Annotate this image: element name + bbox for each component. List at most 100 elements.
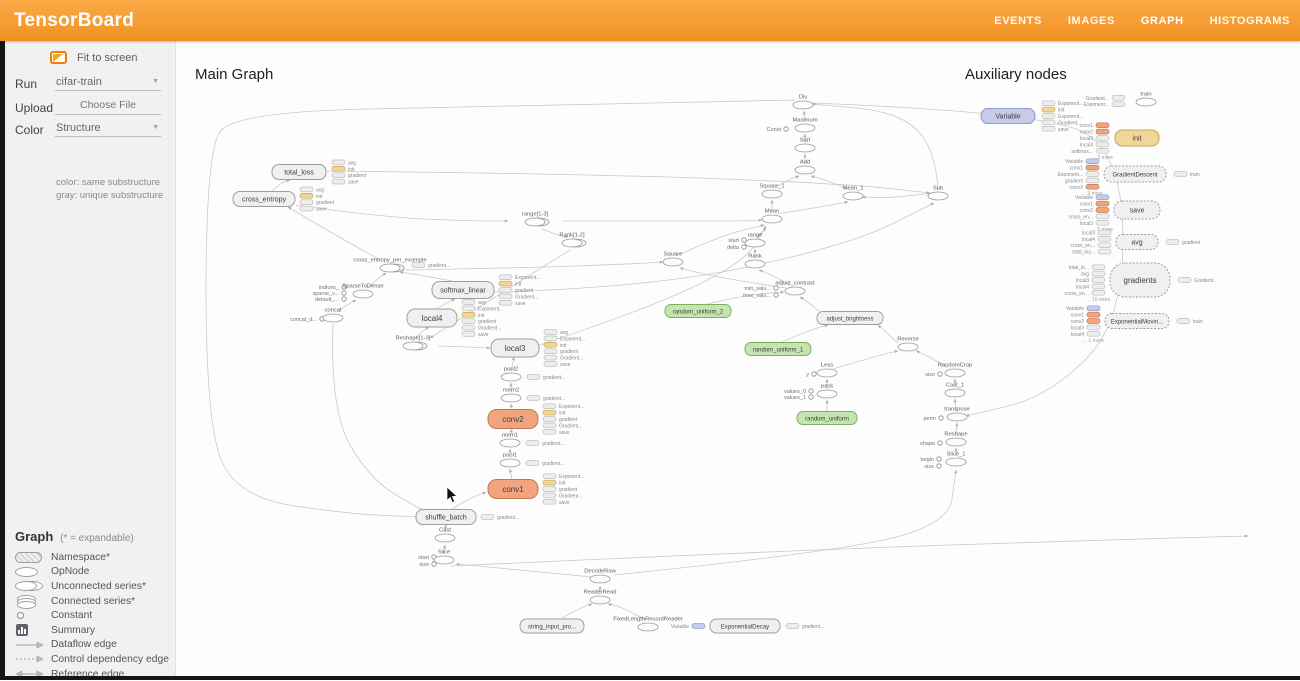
constant-node[interactable] (808, 388, 814, 394)
range-node[interactable]: range (744, 233, 766, 248)
Cast_1-node[interactable]: Cast_1 (944, 383, 966, 398)
tab-images[interactable]: IMAGES (1067, 14, 1115, 27)
constant-node[interactable] (936, 456, 942, 462)
constant-node[interactable] (773, 285, 779, 291)
Div-node[interactable]: Div (792, 95, 814, 110)
train_aux-node[interactable]: train (1135, 92, 1157, 107)
graph-edge (442, 544, 447, 554)
svg-text:ReaderRead: ReaderRead (584, 590, 617, 596)
constant-node[interactable] (938, 415, 944, 421)
Slice_1-node[interactable]: Slice_1 (945, 452, 967, 467)
FixedLengthRecordReader-node[interactable]: FixedLengthRecordReader (613, 617, 683, 632)
svg-text:local3: local3 (1071, 325, 1084, 331)
concat-node[interactable]: concat (322, 308, 344, 323)
constant-node[interactable] (741, 237, 747, 243)
constant-node[interactable] (808, 394, 814, 400)
pack-node[interactable]: pack (816, 384, 838, 399)
Sub-node[interactable]: Sub (927, 186, 949, 201)
save-node[interactable]: save (1113, 200, 1161, 220)
softmax_linear-node[interactable]: softmax_linear (431, 281, 495, 299)
conv1-node[interactable]: conv1 (487, 479, 539, 499)
GradientDescent-node[interactable]: GradientDescent (1103, 165, 1167, 183)
total_loss-node[interactable]: total_loss (271, 164, 327, 180)
Mean-node[interactable]: Mean (761, 209, 783, 224)
Less-node[interactable]: Less (816, 363, 838, 378)
constant-node[interactable] (431, 561, 437, 567)
adjust_brightness-node[interactable]: adjust_brightness (816, 311, 884, 325)
gradients-node[interactable]: gradients (1109, 262, 1171, 298)
cross_entropy-node[interactable]: cross_entropy (232, 191, 296, 207)
string_input-node[interactable]: string_input_pro... (519, 618, 585, 634)
constant-node[interactable] (937, 371, 943, 377)
constant-node[interactable] (811, 371, 817, 377)
exp_decay-node[interactable]: ExponentialDecay (709, 618, 781, 634)
init-node[interactable]: init (1114, 129, 1160, 147)
Reshape13-node[interactable]: Reshape[1-3] (396, 336, 431, 351)
shuffle_batch-node[interactable]: shuffle_batch (415, 509, 477, 525)
ReaderRead-node[interactable]: ReaderRead (584, 590, 617, 605)
svg-text:random_uniform: random_uniform (805, 416, 849, 422)
fit-to-screen-label[interactable]: Fit to screen (77, 51, 138, 64)
fit-to-screen-icon[interactable] (50, 51, 67, 64)
Rank12-node[interactable]: Rank[1-2] (559, 233, 587, 248)
color-select[interactable]: Structure ▼ (55, 121, 161, 137)
Reverse-node[interactable]: Reverse (897, 337, 919, 352)
svg-text:Reshape[1-3]: Reshape[1-3] (396, 336, 431, 342)
random_uniform_1-node[interactable]: random_uniform_1 (744, 342, 812, 356)
constant-label: Const (767, 127, 782, 133)
Cast-node[interactable]: Cast (434, 528, 456, 543)
tab-histograms[interactable]: HISTOGRAMS (1209, 14, 1290, 27)
constant-node[interactable] (936, 463, 942, 469)
transpose-node[interactable]: transpose (944, 407, 970, 422)
svg-text:gradient: gradient (559, 487, 578, 493)
DecodeRaw-node[interactable]: DecodeRaw (584, 569, 617, 584)
SparseToDense-node[interactable]: SparseToDense (342, 284, 384, 299)
run-label: Run (15, 77, 38, 91)
random_uniform-node[interactable]: random_uniform (796, 411, 858, 425)
Slice-node[interactable]: Slice (433, 550, 455, 565)
svg-text:avg: avg (1131, 240, 1142, 247)
adjust_contrast-node[interactable]: adjust_contrast (775, 281, 815, 296)
norm1-node[interactable]: norm1 (499, 433, 521, 448)
choose-file-button[interactable]: Choose File (55, 98, 161, 115)
run-select[interactable]: cifar-train ▼ (55, 75, 161, 91)
Square_1-node[interactable]: Square_1 (759, 184, 785, 199)
graph-edge (271, 179, 291, 192)
ema-node[interactable]: ExponentialMovin... (1104, 313, 1170, 329)
conv2-node[interactable]: conv2 (487, 409, 539, 429)
constant-node[interactable] (773, 292, 779, 298)
range13-node[interactable]: range[1-3] (522, 212, 550, 227)
local4-node[interactable]: local4 (406, 308, 458, 328)
tab-graph[interactable]: GRAPH (1140, 14, 1184, 27)
pool1-node[interactable]: pool1 (499, 453, 521, 468)
RandomCrop-node[interactable]: RandomCrop (938, 363, 972, 378)
Maximum-node[interactable]: Maximum (792, 118, 818, 133)
constant-node[interactable] (741, 244, 747, 250)
constant-node[interactable] (341, 290, 347, 296)
Reshape-node[interactable]: Reshape (944, 432, 968, 447)
Sqrt-node[interactable]: Sqrt (794, 138, 816, 153)
tab-events[interactable]: EVENTS (994, 14, 1042, 27)
graph-edge (702, 290, 785, 306)
Variable-node[interactable]: Variable (980, 108, 1036, 124)
constant-node[interactable] (341, 284, 347, 290)
Add-node[interactable]: Add (794, 160, 816, 175)
svg-text:ExponentialDecay: ExponentialDecay (721, 624, 769, 630)
proxy-stack: Gradient...Exponent... (1084, 95, 1126, 108)
norm2-node[interactable]: norm2 (500, 388, 522, 403)
local3-node[interactable]: local3 (490, 338, 540, 358)
random_uniform_2-node[interactable]: random_uniform_2 (664, 304, 732, 318)
avg-node[interactable]: avg (1115, 234, 1159, 250)
graph-canvas[interactable]: Conststartdeltamin_valu...max_valu...ind… (0, 41, 1300, 680)
Mean_1-node[interactable]: Mean_1 (843, 186, 864, 201)
cepe-node[interactable]: cross_entropy_per_example (353, 258, 427, 273)
Rank-node[interactable]: Rank (744, 254, 766, 269)
svg-text:gradient...: gradient... (497, 515, 519, 521)
constant-node[interactable] (937, 440, 943, 446)
Square-node[interactable]: Square (662, 252, 684, 267)
constant-node[interactable] (783, 126, 789, 132)
constant-node[interactable] (341, 296, 347, 302)
pool2-node[interactable]: pool2 (500, 367, 522, 382)
graph-edge (607, 603, 647, 621)
